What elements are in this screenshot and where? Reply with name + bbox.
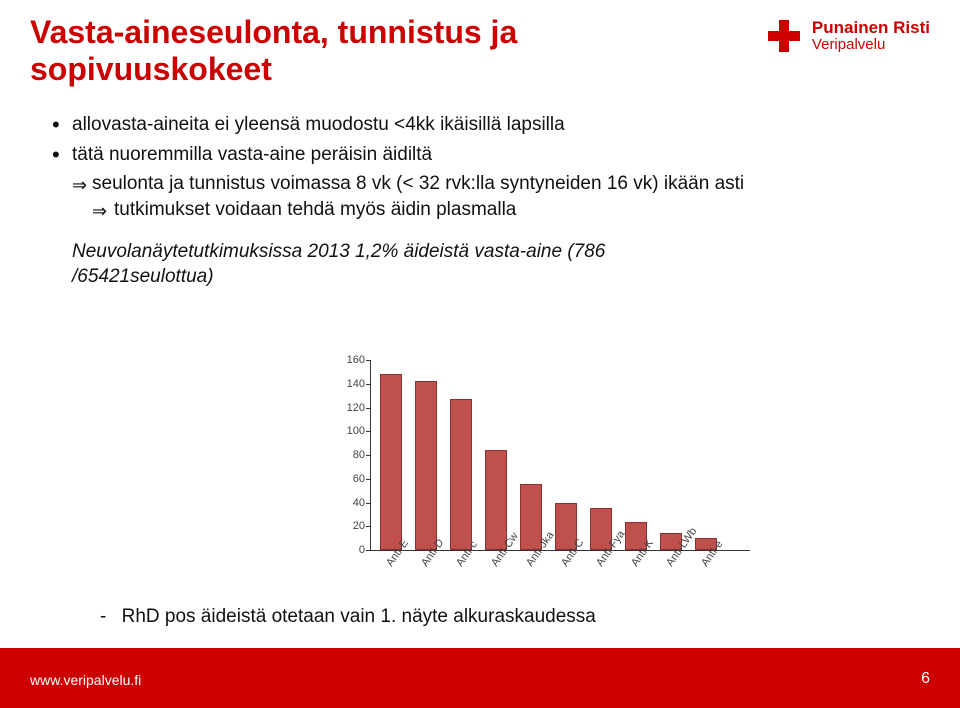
y-tick-label: 80 — [330, 449, 365, 461]
arrow-icon: ⇒ — [92, 199, 107, 223]
footer-band: www.veripalvelu.fi 6 — [0, 648, 960, 708]
sub-bullet-1: ⇒ seulonta ja tunnistus voimassa 8 vk (<… — [50, 171, 750, 197]
sub-bullet-2-text: tutkimukset voidaan tehdä myös äidin pla… — [114, 199, 516, 220]
bottom-note-text: RhD pos äideistä otetaan vain 1. näyte a… — [122, 606, 596, 627]
footer-url: www.veripalvelu.fi — [30, 672, 141, 688]
brand-line-1: Punainen Risti — [812, 19, 930, 37]
arrow-icon: ⇒ — [72, 173, 87, 197]
bottom-note: - RhD pos äideistä otetaan vain 1. näyte… — [100, 606, 596, 628]
slide-title: Vasta-aineseulonta, tunnistus ja sopivuu… — [30, 14, 680, 88]
sub-bullet-1-text: seulonta ja tunnistus voimassa 8 vk (< 3… — [92, 173, 744, 194]
bar-chart: 020406080100120140160Anti-EAnti-DAnti-cA… — [330, 360, 760, 600]
y-tick-label: 140 — [330, 378, 365, 390]
bar — [485, 450, 507, 550]
y-tick-label: 20 — [330, 520, 365, 532]
bullet-1: allovasta-aineita ei yleensä muodostu <4… — [50, 112, 750, 138]
y-tick-label: 160 — [330, 354, 365, 366]
brand-text: Punainen Risti Veripalvelu — [812, 19, 930, 53]
y-tick-label: 40 — [330, 497, 365, 509]
brand-logo: Punainen Risti Veripalvelu — [764, 14, 930, 58]
content-block: allovasta-aineita ei yleensä muodostu <4… — [50, 112, 750, 290]
slide-root: Vasta-aineseulonta, tunnistus ja sopivuu… — [0, 0, 960, 708]
y-tick-label: 60 — [330, 473, 365, 485]
bar — [415, 381, 437, 550]
y-tick-label: 100 — [330, 425, 365, 437]
bullet-2: tätä nuoremmilla vasta-aine peräisin äid… — [50, 142, 750, 168]
dash-icon: - — [100, 606, 106, 627]
italic-note: Neuvolanäytetutkimuksissa 2013 1,2% äide… — [50, 239, 750, 290]
bar — [450, 399, 472, 550]
y-tick-label: 0 — [330, 544, 365, 556]
brand-line-2: Veripalvelu — [812, 37, 930, 53]
bar — [380, 374, 402, 550]
red-cross-icon — [764, 14, 804, 58]
footer-page-number: 6 — [921, 670, 930, 688]
y-tick-label: 120 — [330, 402, 365, 414]
sub-bullet-2: ⇒ tutkimukset voidaan tehdä myös äidin p… — [50, 197, 750, 223]
